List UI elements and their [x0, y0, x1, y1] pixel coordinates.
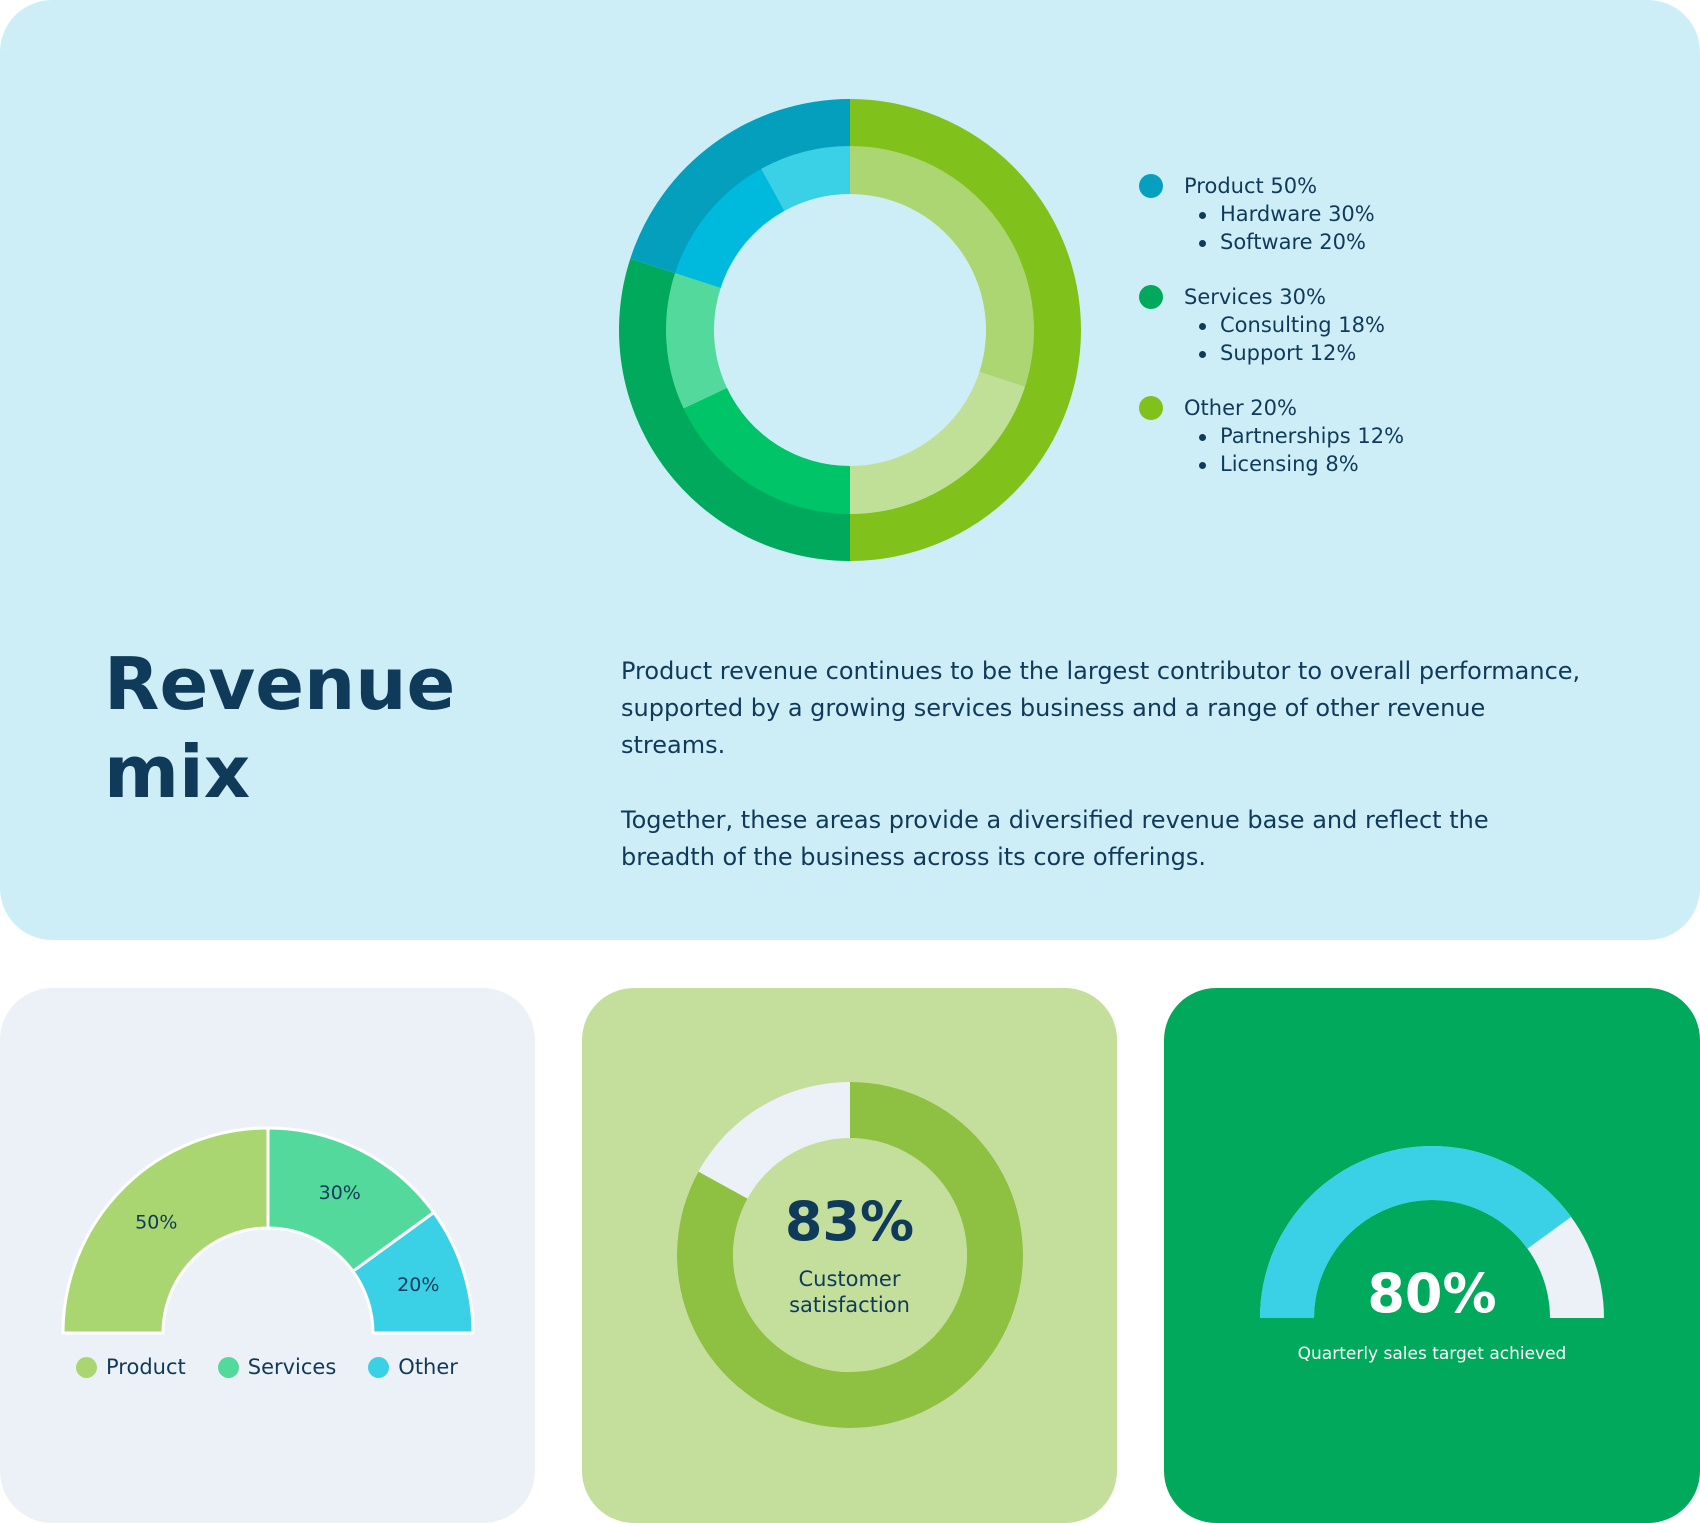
legend-swatch-services [217, 1356, 239, 1378]
sales-target-fill [1260, 1146, 1572, 1318]
legend-dot-other [1139, 396, 1163, 420]
legend-item-services: Services [217, 1355, 337, 1379]
customer-satisfaction-card [582, 988, 1117, 1523]
semi-slice-label-product: 50% [135, 1211, 177, 1233]
satisfaction-label: Customer satisfaction [789, 1267, 910, 1317]
outer-slice-product [850, 99, 1081, 561]
inner-slice-support [666, 273, 727, 409]
inner-slice-consulting [683, 387, 850, 514]
page-title: Revenue mix [104, 640, 455, 816]
legend-item-partnerships: Partnerships 12% [1198, 424, 1405, 448]
legend-label-services: Services 30% [1184, 285, 1326, 309]
inner-slice-software [850, 372, 1025, 514]
legend-text-services: Services [247, 1355, 337, 1379]
legend-label-product: Product 50% [1184, 174, 1318, 198]
legend-swatch-product [76, 1356, 97, 1378]
legend-label-other: Other 20% [1184, 396, 1297, 420]
description-paragraph-2: Together, these areas provide a diversif… [621, 806, 1489, 871]
satisfaction-fill [677, 1082, 1023, 1428]
legend-group-services: Services 30% Consulting 18% Support 12% [1134, 283, 1404, 367]
outer-slice-other [630, 99, 850, 274]
nested-donut-chart [618, 99, 1081, 561]
legend-swatch-other [368, 1356, 390, 1378]
inner-slice-partnerships [675, 168, 785, 288]
title-line-1: Revenue [104, 642, 456, 726]
sales-target-value: 80% [1367, 1262, 1497, 1325]
outer-slice-services [618, 258, 850, 561]
legend-item-hardware: Hardware 30% [1198, 200, 1404, 228]
inner-slice-hardware [850, 146, 1034, 387]
semi-slice-label-other: 20% [397, 1274, 439, 1296]
semi-slice-services [266, 1126, 436, 1273]
legend-item-product: Product [76, 1355, 186, 1379]
legend-item-support: Support 12% [1198, 339, 1404, 367]
semi-slice-label-services: 30% [319, 1182, 361, 1204]
legend-item-other: Other [368, 1355, 458, 1379]
semi-slice-product [61, 1126, 270, 1335]
legend-group-product: Product 50% Hardware 30% Software 20% [1134, 172, 1404, 256]
legend-item-consulting: Consulting 18% [1198, 311, 1404, 339]
nested-donut-legend: Product 50% Hardware 30% Software 20% Se… [1134, 172, 1404, 505]
description-paragraph-1: Product revenue continues to be the larg… [621, 657, 1581, 759]
legend-item-licensing: Licensing 8% [1198, 450, 1404, 478]
legend-text-other: Other [398, 1355, 458, 1379]
sales-target-label: Quarterly sales target achieved [1297, 1344, 1567, 1364]
semi-donut-legend: Product Services Other [76, 1355, 458, 1379]
title-line-2: mix [104, 730, 251, 814]
legend-dot-product [1139, 174, 1163, 198]
legend-group-other: Other 20% Partnerships 12% Licensing 8% [1134, 394, 1404, 478]
satisfaction-value: 83% [784, 1190, 915, 1253]
legend-item-software: Software 20% [1198, 228, 1404, 256]
semi-slice-other [351, 1211, 475, 1335]
description: Product revenue continues to be the larg… [621, 653, 1581, 914]
sales-target-card [1164, 988, 1700, 1523]
legend-text-product: Product [106, 1355, 186, 1379]
inner-slice-licensing [761, 146, 850, 211]
legend-dot-services [1139, 285, 1163, 309]
